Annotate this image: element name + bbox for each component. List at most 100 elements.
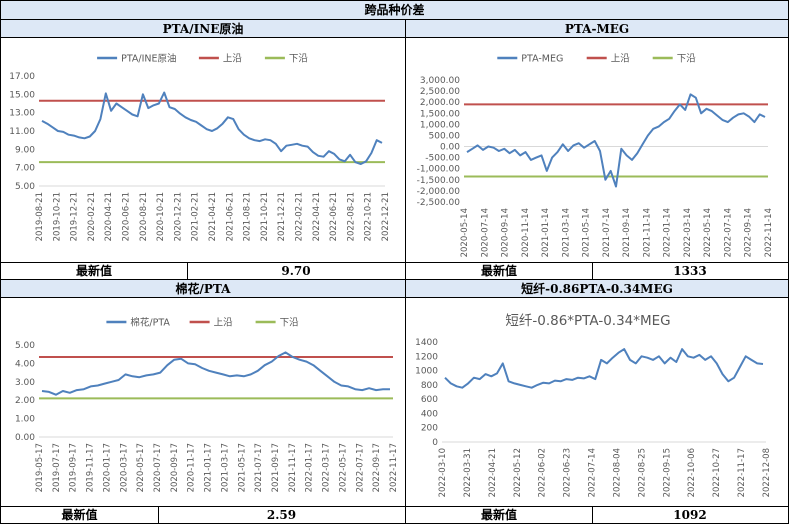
chart-4-xtick: 2022-06-23 — [563, 448, 573, 497]
chart-3-xtick: 2022-05-17 — [338, 443, 348, 492]
chart-1-xtick: 2022-08-21 — [346, 192, 356, 241]
chart-1-ytick: 11.00 — [9, 127, 35, 137]
chart-3-xtick: 2022-09-17 — [372, 443, 382, 492]
chart-1-xtick: 2021-06-21 — [225, 192, 235, 241]
chart-2-ytick: 2,500.00 — [420, 87, 460, 97]
chart-2-ytick: -1,500.00 — [417, 176, 461, 186]
chart-4-xtick: 2022-08-04 — [612, 448, 622, 497]
chart-2-panel: 3,000.00 2,500.00 2,000.00 1,500.00 1,000.00… — [405, 37, 789, 263]
chart-1-ytick: 13.00 — [9, 109, 35, 119]
chart-4-xtick: 2022-12-08 — [762, 448, 772, 497]
chart-2-xtick: 2022-07-14 — [723, 208, 733, 257]
chart-2-ytick: 2,000.00 — [420, 98, 460, 108]
chart-1-latest-label: 最新值 — [1, 263, 188, 279]
chart-1-xtick: 2022-10-21 — [364, 192, 374, 241]
chart-1-latest-value: 9.70 — [281, 264, 311, 278]
chart-2-ytick: -2,500.00 — [417, 198, 461, 208]
chart-2-xtick: 2022-01-14 — [663, 208, 673, 257]
chart-4-ytick: 0 — [432, 438, 438, 448]
page-title: 跨品种价差 — [0, 0, 789, 20]
chart-2-xtick: 2021-03-14 — [561, 208, 571, 257]
chart-3-header: 棉花/PTA — [0, 279, 406, 298]
chart-1-panel: 17.00 15.00 13.00 11.00 9.00 7.00 5.00 2019-08-… — [0, 37, 406, 263]
chart-1-xtick: 2020-02-21 — [87, 192, 97, 241]
chart-1-legend-label: 下沿 — [289, 54, 309, 65]
chart-1-ytick: 15.00 — [9, 90, 35, 100]
chart-3-xtick: 2020-03-17 — [119, 443, 129, 492]
chart-2-xtick: 2022-03-14 — [683, 208, 693, 257]
chart-4-ytick: 600 — [421, 395, 438, 405]
chart-3-xtick: 2020-07-17 — [153, 443, 163, 492]
chart-1-xtick: 2020-06-21 — [122, 192, 132, 241]
chart-1-xtick: 2020-04-21 — [104, 192, 114, 241]
chart-4-xtick: 2022-09-15 — [662, 448, 672, 497]
chart-1-xtick: 2021-12-21 — [277, 192, 287, 241]
chart-2-xtick: 2021-11-14 — [642, 208, 652, 257]
chart-3-xtick: 2021-09-17 — [271, 443, 281, 492]
chart-2-ytick: 0.00 — [440, 143, 460, 153]
chart-3-ytick: 0.00 — [15, 433, 35, 443]
chart-3-ytick: 5.00 — [15, 341, 35, 351]
chart-3-ytick: 3.00 — [15, 378, 35, 388]
chart-1-ytick: 9.00 — [15, 145, 35, 155]
chart-1-xtick: 2021-10-21 — [260, 192, 270, 241]
chart-3-xtick: 2021-07-17 — [254, 443, 264, 492]
chart-1-xtick: 2022-12-21 — [381, 192, 391, 241]
chart-3-xtick: 2019-05-17 — [35, 443, 45, 492]
chart-2-xtick: 2021-05-14 — [582, 208, 592, 257]
chart-2-ytick: 1,000.00 — [420, 120, 460, 130]
chart-1-ytick: 17.00 — [9, 72, 35, 82]
chart-2-ytick: -2,000.00 — [417, 187, 461, 197]
chart-3-legend-label: 棉花/PTA — [130, 317, 170, 329]
chart-3-xtick: 2021-11-17 — [288, 443, 298, 492]
chart-1-ytick: 5.00 — [15, 182, 35, 192]
chart-3-xtick: 2021-05-17 — [237, 443, 247, 492]
chart-3-ytick: 2.00 — [15, 396, 35, 406]
chart-3-xtick: 2020-01-17 — [102, 443, 112, 492]
chart-3-xtick: 2020-05-17 — [136, 443, 146, 492]
chart-2-xtick: 2021-09-14 — [622, 208, 632, 257]
chart-3-xtick: 2020-09-17 — [170, 443, 180, 492]
chart-4-ytick: 400 — [421, 409, 438, 419]
chart-2-ytick: 1,500.00 — [420, 109, 460, 119]
chart-1-latest-row: 最新值 9.70 — [0, 262, 406, 280]
chart-1-ytick: 7.00 — [15, 164, 35, 174]
chart-1-series-line — [41, 91, 383, 165]
chart-3-xtick: 2022-11-17 — [389, 443, 399, 492]
chart-2-svg: 3,000.002,500.002,000.001,500.001,000.00… — [417, 54, 774, 258]
chart-4-xtick: 2022-10-27 — [712, 448, 722, 497]
chart-4-latest-label: 最新值 — [406, 507, 593, 523]
chart-4-ytick: 1400 — [415, 338, 438, 348]
chart-2-xtick: 2022-11-14 — [764, 208, 774, 257]
chart-2-legend-label: 上沿 — [611, 54, 631, 65]
chart-4-xtick: 2022-03-10 — [438, 448, 448, 497]
chart-2-series-line — [466, 93, 766, 188]
chart-3-xtick: 2020-11-17 — [187, 443, 197, 492]
chart-2-latest-row: 最新值 1333 — [405, 262, 789, 280]
chart-1-xtick: 2019-08-21 — [35, 192, 45, 241]
chart-1-xtick: 2020-12-21 — [173, 192, 183, 241]
chart-3-legend-label: 上沿 — [214, 318, 234, 329]
chart-1-legend-label: PTA/INE原油 — [121, 53, 176, 65]
chart-1-xtick: 2019-12-21 — [70, 192, 80, 241]
chart-1-header: PTA/INE原油 — [0, 19, 406, 38]
chart-4-xtick: 2022-11-17 — [737, 448, 747, 497]
chart-1-legend-label: 上沿 — [223, 54, 243, 65]
chart-2-xtick: 2022-09-14 — [744, 208, 754, 257]
chart-3-xtick: 2019-07-17 — [52, 443, 62, 492]
chart-4-xtick: 2022-05-12 — [513, 448, 523, 497]
chart-3-panel: 5.00 4.00 3.00 2.00 1.00 0.00 2019-05-17 2019-0… — [0, 297, 406, 508]
chart-4-panel: 1400 1200 1000 800 600 400 200 0 2022-03-10 2022-… — [405, 297, 789, 508]
chart-2-xtick: 2022-05-14 — [703, 208, 713, 257]
chart-2-xtick: 2020-05-14 — [460, 208, 470, 257]
chart-3-ytick: 1.00 — [15, 415, 35, 425]
chart-2-ytick: -500.00 — [425, 154, 460, 164]
chart-1-xtick: 2021-02-21 — [191, 192, 201, 241]
chart-4-xtick: 2022-07-14 — [588, 448, 598, 497]
chart-2-header: PTA-MEG — [405, 19, 789, 38]
chart-1-xtick: 2022-06-21 — [329, 192, 339, 241]
chart-4-header: 短纤-0.86PTA-0.34MEG — [405, 279, 789, 298]
